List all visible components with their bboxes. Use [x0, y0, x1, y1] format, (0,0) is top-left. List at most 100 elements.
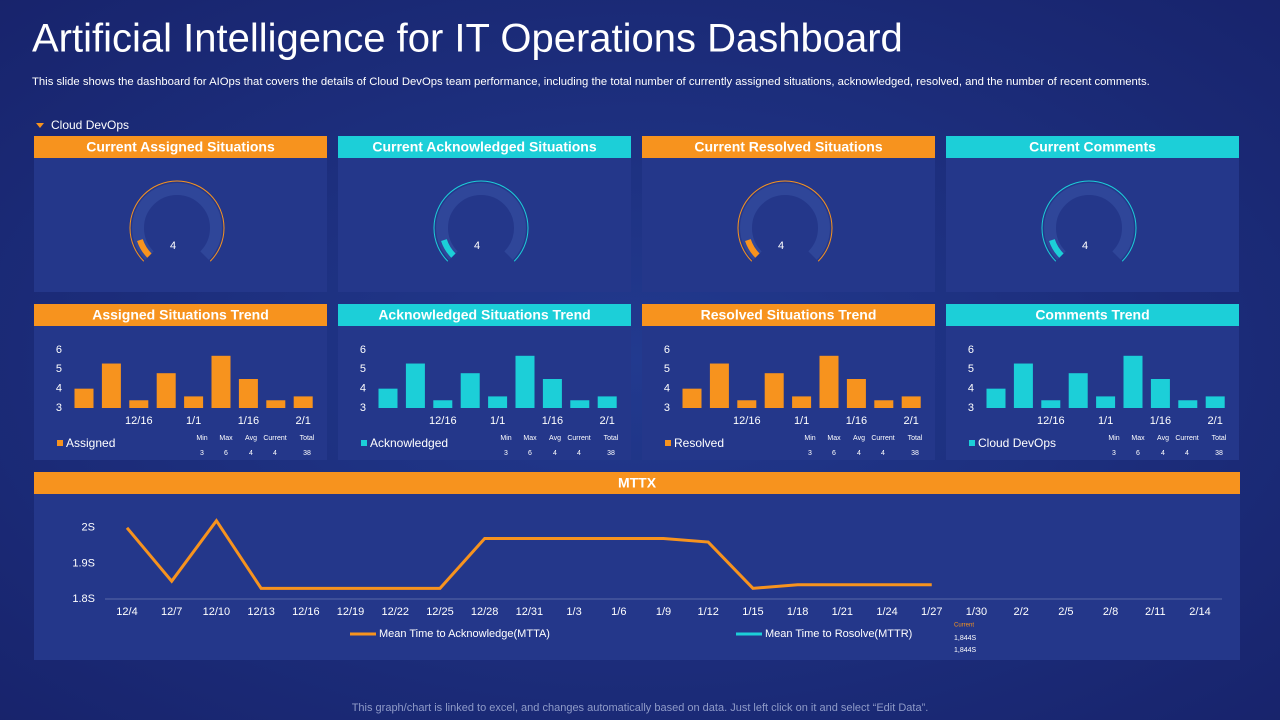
x-tick-label: 2/14 — [1189, 606, 1210, 618]
filter-label[interactable]: Cloud DevOps — [51, 118, 129, 132]
bar — [488, 396, 508, 408]
x-tick-label: 1/1 — [794, 415, 809, 427]
x-tick-label: 1/30 — [966, 606, 987, 618]
bar — [211, 355, 231, 408]
gauge-value: 4 — [474, 240, 480, 252]
x-tick-label: 1/16 — [846, 415, 867, 427]
panel-title: MTTX — [618, 475, 657, 491]
x-tick-label: 12/19 — [337, 606, 365, 618]
legend-swatch — [57, 440, 63, 446]
title: Artificial Intelligence for IT Operation… — [32, 17, 903, 61]
x-tick-label: 12/16 — [429, 415, 457, 427]
x-tick-label: 1/16 — [542, 415, 563, 427]
gauge-outline — [129, 180, 225, 262]
stat-value: 6 — [832, 450, 836, 457]
stat-label: Min — [1108, 435, 1119, 442]
panel-header — [946, 136, 1239, 158]
x-tick-label: 12/13 — [247, 606, 275, 618]
gauge-fill — [1049, 238, 1064, 258]
panel-header — [34, 304, 327, 326]
stat-label: Avg — [853, 435, 865, 442]
gauge-panel — [642, 158, 935, 292]
x-tick-label: 12/28 — [471, 606, 499, 618]
x-tick-label: 1/1 — [186, 415, 201, 427]
bar — [542, 379, 562, 408]
bar — [682, 388, 702, 408]
panel-header — [338, 136, 631, 158]
y-tick-label: 6 — [360, 344, 366, 356]
gauge-value: 4 — [1082, 240, 1088, 252]
stat-value: 4 — [553, 450, 557, 457]
footer: This graph/chart is linked to excel, and… — [352, 702, 929, 714]
current-value: 1,844S — [954, 647, 977, 654]
bar — [1123, 355, 1143, 408]
x-tick-label: 1/24 — [876, 606, 897, 618]
stat-label: Avg — [1157, 435, 1169, 442]
bar — [74, 388, 94, 408]
legend-label: Resolved — [674, 436, 724, 450]
gauge-fill — [745, 238, 760, 258]
stat-value: 38 — [911, 450, 919, 457]
panel-title: Current Resolved Situations — [694, 139, 882, 155]
mttx-panel — [34, 494, 1240, 660]
bar — [901, 396, 921, 408]
bar — [709, 363, 729, 408]
y-tick-label: 5 — [968, 363, 974, 375]
filter-caret[interactable] — [36, 123, 44, 128]
x-tick-label: 12/10 — [203, 606, 231, 618]
y-tick-label: 5 — [664, 363, 670, 375]
x-tick-label: 12/31 — [516, 606, 544, 618]
stat-value: 6 — [224, 450, 228, 457]
stat-value: 38 — [607, 450, 615, 457]
x-tick-label: 2/11 — [1145, 606, 1166, 618]
panel-title: Assigned Situations Trend — [92, 307, 269, 323]
legend-label: Mean Time to Acknowledge(MTTA) — [379, 628, 550, 640]
stat-value: 4 — [273, 450, 277, 457]
x-tick-label: 1/16 — [238, 415, 259, 427]
x-tick-label: 12/22 — [381, 606, 409, 618]
gauge-track — [740, 183, 830, 260]
panel-title: Acknowledged Situations Trend — [378, 307, 590, 323]
bar — [460, 373, 480, 408]
x-tick-label: 1/16 — [1150, 415, 1171, 427]
bar — [1013, 363, 1033, 408]
stat-value: 6 — [1136, 450, 1140, 457]
gauge-value: 4 — [778, 240, 784, 252]
gauge-outline — [433, 180, 529, 262]
panel-title: Comments Trend — [1035, 307, 1149, 323]
bar — [792, 396, 812, 408]
y-tick-label: 6 — [664, 344, 670, 356]
panel-title: Current Comments — [1029, 139, 1156, 155]
stat-value: 4 — [1161, 450, 1165, 457]
stat-label: Min — [196, 435, 207, 442]
y-tick-label: 4 — [360, 383, 366, 395]
y-tick-label: 1.8S — [72, 593, 95, 605]
panel-header — [34, 136, 327, 158]
x-tick-label: 1/1 — [1098, 415, 1113, 427]
y-tick-label: 4 — [56, 383, 62, 395]
panel-title: Current Acknowledged Situations — [372, 139, 596, 155]
stat-value: 4 — [881, 450, 885, 457]
legend-swatch — [665, 440, 671, 446]
line-series — [125, 518, 932, 590]
stat-value: 3 — [808, 450, 812, 457]
stat-label: Current — [567, 435, 590, 442]
y-tick-label: 5 — [56, 363, 62, 375]
x-tick-label: 2/2 — [1014, 606, 1029, 618]
stat-value: 6 — [528, 450, 532, 457]
x-tick-label: 1/15 — [742, 606, 763, 618]
gauge-track — [1044, 183, 1134, 260]
x-tick-label: 1/27 — [921, 606, 942, 618]
stat-value: 4 — [857, 450, 861, 457]
x-tick-label: 1/21 — [832, 606, 853, 618]
stat-label: Max — [523, 435, 537, 442]
bar — [819, 355, 839, 408]
stat-label: Current — [1175, 435, 1198, 442]
bar — [405, 363, 425, 408]
stat-label: Min — [804, 435, 815, 442]
bar — [846, 379, 866, 408]
bar — [986, 388, 1006, 408]
panel-title: Current Assigned Situations — [86, 139, 275, 155]
x-tick-label: 12/16 — [1037, 415, 1065, 427]
